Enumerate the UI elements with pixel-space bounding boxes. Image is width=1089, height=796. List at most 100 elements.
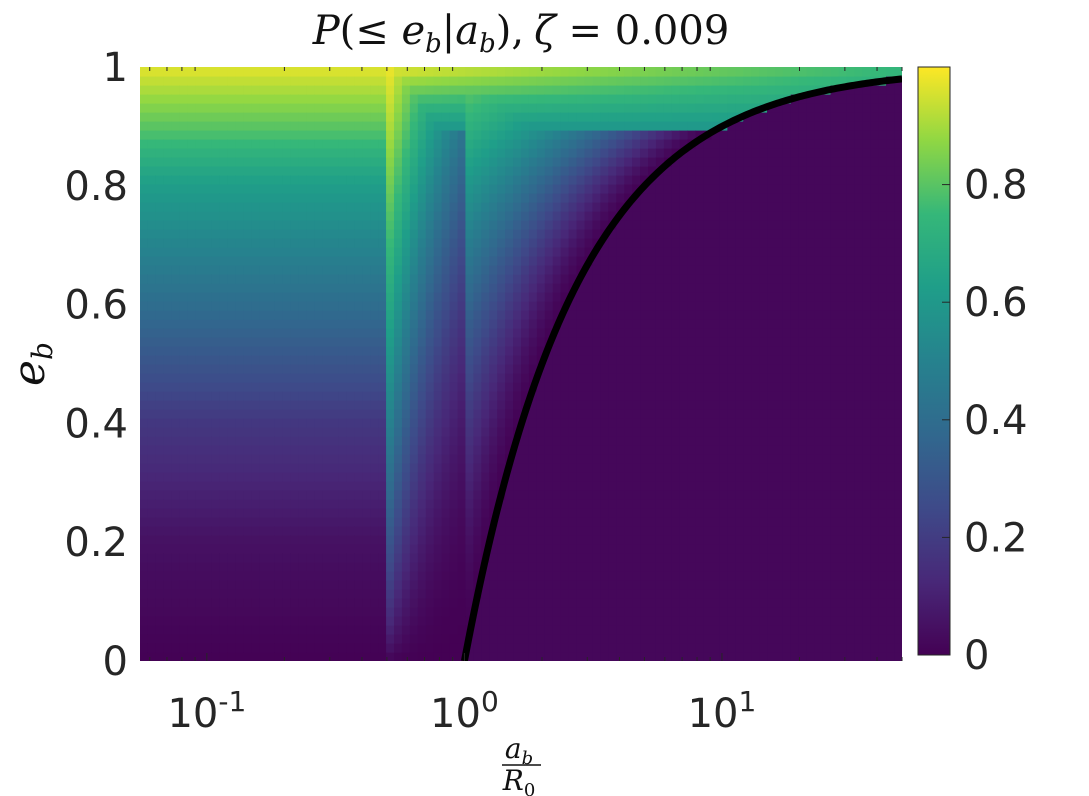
heatmap-cell: [179, 427, 189, 437]
heatmap-cell: [298, 373, 308, 383]
heatmap-cell: [513, 391, 522, 401]
heatmap-cell: [401, 76, 411, 86]
heatmap-cell: [211, 463, 220, 473]
heatmap-cell: [259, 517, 268, 527]
heatmap-cell: [481, 94, 490, 104]
heatmap-cell: [608, 355, 617, 365]
heatmap-cell: [489, 445, 498, 455]
heatmap-cell: [497, 607, 506, 617]
heatmap-cell: [362, 193, 371, 203]
heatmap-cell: [703, 94, 713, 104]
heatmap-cell: [211, 373, 220, 383]
heatmap-cell: [409, 607, 419, 617]
heatmap-cell: [727, 238, 736, 248]
heatmap-cell: [505, 409, 514, 419]
heatmap-cell: [362, 436, 371, 446]
heatmap-cell: [274, 643, 284, 653]
heatmap-cell: [640, 418, 649, 428]
heatmap-cell: [179, 220, 189, 230]
heatmap-cell: [282, 562, 292, 572]
heatmap-cell: [211, 535, 220, 545]
heatmap-cell: [449, 202, 459, 212]
heatmap-cell: [211, 319, 220, 329]
heatmap-cell: [552, 607, 562, 617]
heatmap-cell: [274, 580, 284, 590]
heatmap-cell: [401, 364, 411, 374]
heatmap-cell: [187, 481, 197, 491]
heatmap-cell: [655, 616, 665, 626]
heatmap-cell: [140, 382, 149, 392]
heatmap-cell: [505, 373, 514, 383]
heatmap-cell: [274, 625, 284, 635]
heatmap-cell: [290, 157, 300, 167]
heatmap-cell: [544, 373, 554, 383]
heatmap-cell: [521, 157, 530, 167]
heatmap-cell: [648, 301, 657, 311]
heatmap-cell: [441, 211, 451, 221]
heatmap-cell: [195, 598, 205, 608]
heatmap-cell: [687, 220, 697, 230]
heatmap-cell: [211, 247, 220, 257]
heatmap-cell: [711, 238, 721, 248]
heatmap-cell: [695, 319, 705, 329]
heatmap-cell: [219, 436, 228, 446]
heatmap-cell: [370, 634, 379, 644]
heatmap-cell: [425, 409, 435, 419]
heatmap-cell: [322, 157, 332, 167]
heatmap-cell: [330, 427, 340, 437]
heatmap-cell: [282, 526, 292, 536]
heatmap-cell: [521, 499, 530, 509]
heatmap-cell: [409, 589, 419, 599]
heatmap-cell: [195, 481, 205, 491]
heatmap-cell: [489, 166, 498, 176]
heatmap-cell: [179, 364, 189, 374]
heatmap-cell: [616, 193, 625, 203]
heatmap-cell: [624, 193, 633, 203]
heatmap-cell: [235, 616, 244, 626]
heatmap-cell: [600, 76, 609, 86]
heatmap-cell: [505, 508, 514, 518]
heatmap-cell: [163, 535, 173, 545]
heatmap-cell: [521, 256, 530, 266]
heatmap-cell: [481, 202, 490, 212]
heatmap-cell: [687, 616, 697, 626]
heatmap-cell: [457, 607, 467, 617]
heatmap-cell: [394, 256, 403, 266]
heatmap-cell: [219, 310, 228, 320]
heatmap-cell: [195, 202, 205, 212]
heatmap-cell: [243, 481, 252, 491]
heatmap-cell: [203, 508, 213, 518]
heatmap-cell: [386, 508, 395, 518]
heatmap-cell: [354, 445, 363, 455]
heatmap-cell: [409, 202, 419, 212]
heatmap-cell: [632, 76, 641, 86]
heatmap-cell: [536, 526, 546, 536]
heatmap-cell: [274, 463, 284, 473]
heatmap-cell: [695, 472, 705, 482]
heatmap-cell: [298, 130, 308, 140]
heatmap-cell: [163, 310, 173, 320]
heatmap-cell: [163, 454, 173, 464]
heatmap-cell: [274, 202, 284, 212]
heatmap-cell: [433, 625, 443, 635]
heatmap-cell: [536, 643, 546, 653]
heatmap-cell: [140, 148, 149, 158]
heatmap-cell: [648, 463, 657, 473]
heatmap-cell: [449, 373, 459, 383]
heatmap-cell: [584, 382, 594, 392]
heatmap-cell: [632, 319, 641, 329]
heatmap-cell: [679, 454, 689, 464]
heatmap-cell: [401, 463, 411, 473]
heatmap-cell: [354, 94, 363, 104]
heatmap-cell: [592, 400, 601, 410]
heatmap-cell: [695, 238, 705, 248]
heatmap-cell: [425, 256, 435, 266]
heatmap-cell: [544, 157, 554, 167]
heatmap-cell: [679, 400, 689, 410]
heatmap-cell: [624, 211, 633, 221]
heatmap-cell: [528, 337, 538, 347]
heatmap-cell: [465, 121, 474, 131]
heatmap-cell: [457, 94, 467, 104]
heatmap-cell: [655, 625, 665, 635]
heatmap-cell: [719, 409, 728, 419]
